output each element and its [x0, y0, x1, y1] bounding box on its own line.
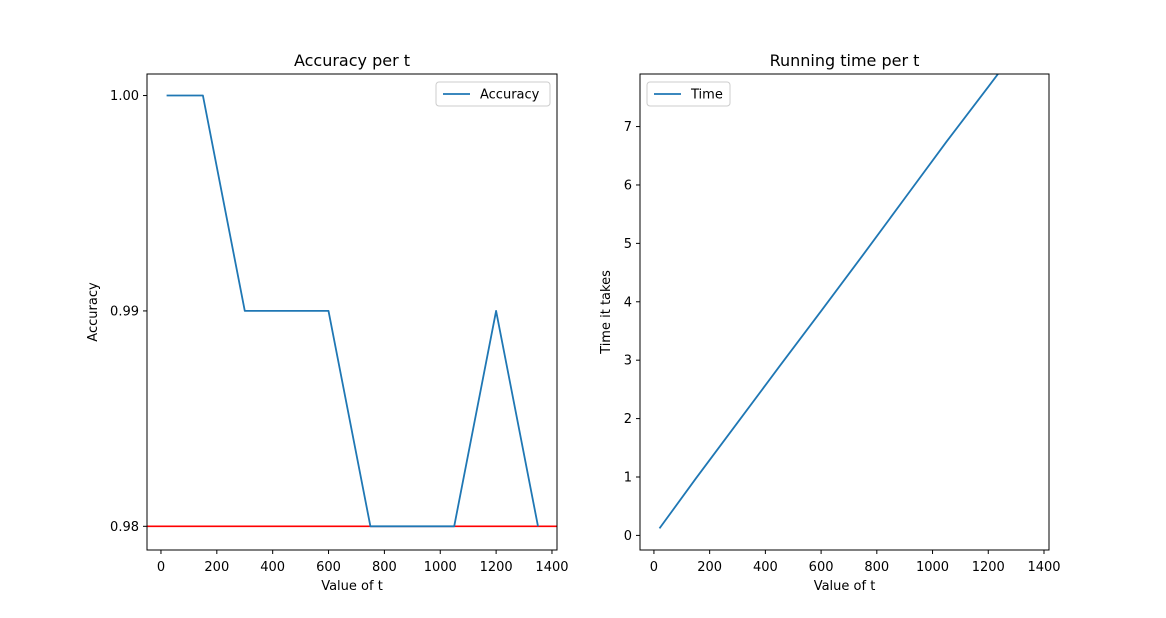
x-tick-label: 1000 — [424, 560, 457, 575]
x-axis-label: Value of t — [814, 579, 876, 594]
y-tick-label: 0.98 — [110, 520, 139, 535]
x-tick-label: 400 — [260, 560, 285, 575]
y-axis-label: Time it takes — [599, 270, 614, 355]
x-tick-label: 400 — [753, 560, 778, 575]
x-tick-label: 1200 — [480, 560, 513, 575]
y-tick-label: 1 — [624, 470, 632, 485]
y-tick-label: 3 — [624, 354, 632, 369]
y-tick-label: 0 — [624, 529, 632, 544]
x-tick-label: 0 — [157, 560, 165, 575]
x-tick-label: 600 — [809, 560, 834, 575]
legend-box — [435, 81, 551, 107]
plot-frame — [639, 73, 1050, 551]
subplot-1: Accuracy per t 0 200 400 600 800 1000 1200 1400 0… — [86, 51, 569, 594]
x-tick-label: 1000 — [916, 560, 949, 575]
y-tick-label: 7 — [624, 120, 632, 135]
x-tick-label: 800 — [864, 560, 889, 575]
data-layer — [658, 74, 1000, 529]
x-axis-label: Value of t — [321, 579, 383, 594]
x-tick-label: 600 — [316, 560, 341, 575]
x-tick-label: 1400 — [1027, 560, 1060, 575]
plot-area — [640, 74, 1049, 550]
y-tick-label: 0.99 — [110, 304, 139, 319]
legend-box — [646, 81, 731, 107]
x-tick-label: 200 — [204, 560, 229, 575]
chart-title: Accuracy per t — [294, 51, 410, 70]
data-layer — [147, 94, 557, 528]
y-tick-label: 2 — [624, 412, 632, 427]
y-axis-label: Accuracy — [86, 282, 101, 342]
y-tick-label: 6 — [624, 178, 632, 193]
chart-title: Running time per t — [770, 51, 920, 70]
plot-area — [147, 74, 557, 550]
x-tick-label: 1400 — [535, 560, 568, 575]
y-tick-label: 1.00 — [110, 89, 139, 104]
subplot-2: Running time per t 0 200 400 600 800 1000 1200 1… — [599, 51, 1061, 594]
series-line-time — [658, 74, 1000, 529]
plot-frame — [146, 73, 558, 551]
legend: Accuracy — [435, 81, 551, 107]
y-tick-label: 4 — [624, 295, 632, 310]
x-tick-label: 200 — [697, 560, 722, 575]
x-tick-label: 0 — [650, 560, 658, 575]
y-tick-label: 5 — [624, 237, 632, 252]
legend: Time — [646, 81, 731, 107]
legend-label: Time — [690, 88, 723, 103]
x-tick-label: 800 — [372, 560, 397, 575]
series-line-accuracy — [166, 94, 539, 528]
x-tick-label: 1200 — [972, 560, 1005, 575]
legend-label: Accuracy — [480, 88, 540, 103]
